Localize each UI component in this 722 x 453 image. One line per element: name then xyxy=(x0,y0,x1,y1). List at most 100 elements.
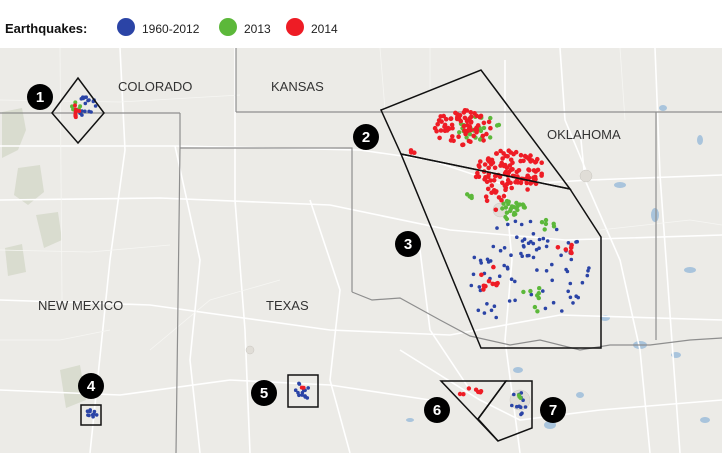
earthquake-dot xyxy=(495,226,499,230)
earthquake-dot xyxy=(456,115,462,121)
earthquake-dot xyxy=(528,181,533,186)
earthquake-dot xyxy=(541,236,546,241)
earthquake-dot xyxy=(510,167,515,172)
earthquake-dot xyxy=(461,392,466,397)
earthquake-dot xyxy=(512,210,517,216)
legend: Earthquakes: 1960-2012 2013 2014 xyxy=(0,0,722,48)
earthquake-dot xyxy=(303,394,307,398)
state-label-colorado: COLORADO xyxy=(118,79,192,94)
earthquake-dot xyxy=(543,221,549,227)
earthquake-dot xyxy=(485,302,489,306)
earthquake-dot xyxy=(563,247,569,252)
earthquake-dot xyxy=(509,204,515,209)
earthquake-dot xyxy=(464,135,469,140)
earthquake-dot xyxy=(512,392,516,397)
earthquake-dot xyxy=(504,198,510,204)
earthquake-dot xyxy=(568,295,573,300)
earthquake-dot xyxy=(478,159,483,164)
earthquake-dot xyxy=(460,142,465,148)
earthquake-dot xyxy=(580,280,585,285)
earthquake-dot xyxy=(509,253,513,257)
earthquake-dot xyxy=(467,132,473,137)
earthquake-dot xyxy=(73,107,78,112)
earthquake-dot xyxy=(522,245,526,249)
earthquake-dot xyxy=(483,194,489,199)
earthquake-dot xyxy=(524,180,529,186)
earthquake-dot xyxy=(412,150,417,155)
earthquake-dot xyxy=(551,224,557,229)
earthquake-dot xyxy=(465,192,470,197)
earthquake-dot xyxy=(502,183,508,188)
earthquake-dot xyxy=(543,306,548,311)
earthquake-dot xyxy=(506,222,510,227)
earthquake-dot xyxy=(477,137,483,142)
earthquake-dot xyxy=(485,157,491,162)
earthquake-dot xyxy=(88,408,92,412)
earthquake-dot xyxy=(519,412,523,417)
earthquake-dot xyxy=(77,109,82,113)
earthquake-dot xyxy=(500,156,505,161)
earthquake-dot xyxy=(550,262,554,267)
earthquake-dot xyxy=(544,269,549,273)
earthquake-dot xyxy=(515,180,521,185)
earthquake-dot xyxy=(484,179,490,185)
legend-label: 2013 xyxy=(244,22,271,36)
earthquake-dot xyxy=(505,265,510,270)
earthquake-dot xyxy=(473,174,479,180)
earthquake-dot xyxy=(472,255,477,260)
earthquake-dot xyxy=(471,133,477,139)
earthquake-dot xyxy=(533,169,538,174)
earthquake-dot xyxy=(566,241,571,245)
earthquake-dot xyxy=(481,287,486,292)
earthquake-dot xyxy=(461,123,467,129)
region-badge-1: 1 xyxy=(27,84,53,110)
earthquake-dot xyxy=(435,122,441,127)
earthquake-dot xyxy=(474,128,480,133)
earthquake-dot xyxy=(456,134,461,139)
earthquake-dot xyxy=(502,263,507,268)
earthquake-dot xyxy=(539,171,544,177)
earthquake-dot xyxy=(531,241,536,246)
region-outline-3 xyxy=(399,152,602,349)
earthquake-dot xyxy=(503,205,509,210)
earthquake-dot xyxy=(498,248,503,253)
earthquake-dot xyxy=(469,114,474,119)
legend-title: Earthquakes: xyxy=(5,21,88,36)
region-badge-text: 6 xyxy=(433,402,441,419)
earthquake-dot xyxy=(488,259,493,263)
earthquake-dot xyxy=(94,413,99,417)
earthquake-dot xyxy=(73,103,77,108)
earthquake-dot xyxy=(441,113,447,119)
earthquake-dot xyxy=(576,295,580,300)
earthquake-dot xyxy=(499,197,504,203)
earthquake-dot xyxy=(453,110,458,116)
region-outlines xyxy=(51,69,602,442)
earthquake-dot xyxy=(483,175,488,180)
border-panhandle xyxy=(180,147,353,292)
earthquake-dot xyxy=(80,109,84,113)
earthquake-dot xyxy=(493,190,498,195)
region-outline-1 xyxy=(51,76,105,145)
earthquake-dot xyxy=(494,315,499,320)
earthquake-dot xyxy=(448,138,454,143)
earthquake-dot xyxy=(84,95,88,99)
region-outline-4 xyxy=(80,404,102,426)
earthquake-dot xyxy=(513,279,517,284)
earthquake-dot xyxy=(489,190,494,195)
earthquake-dot xyxy=(85,409,90,414)
earthquake-dot xyxy=(554,227,559,232)
earthquake-dot xyxy=(463,131,468,137)
earthquake-dot xyxy=(501,151,506,156)
earthquake-dot xyxy=(437,135,442,141)
earthquake-dot xyxy=(445,125,451,131)
earthquake-dot xyxy=(509,277,514,282)
earthquake-dot xyxy=(559,253,563,258)
earthquake-dot xyxy=(297,381,301,386)
roads xyxy=(0,48,722,453)
earthquake-dot xyxy=(486,165,492,171)
earthquake-dot xyxy=(479,261,484,265)
earthquake-dot xyxy=(507,163,513,168)
earthquake-dot xyxy=(534,247,539,252)
earthquake-dot xyxy=(87,413,91,418)
state-label-kansas: KANSAS xyxy=(271,79,324,94)
